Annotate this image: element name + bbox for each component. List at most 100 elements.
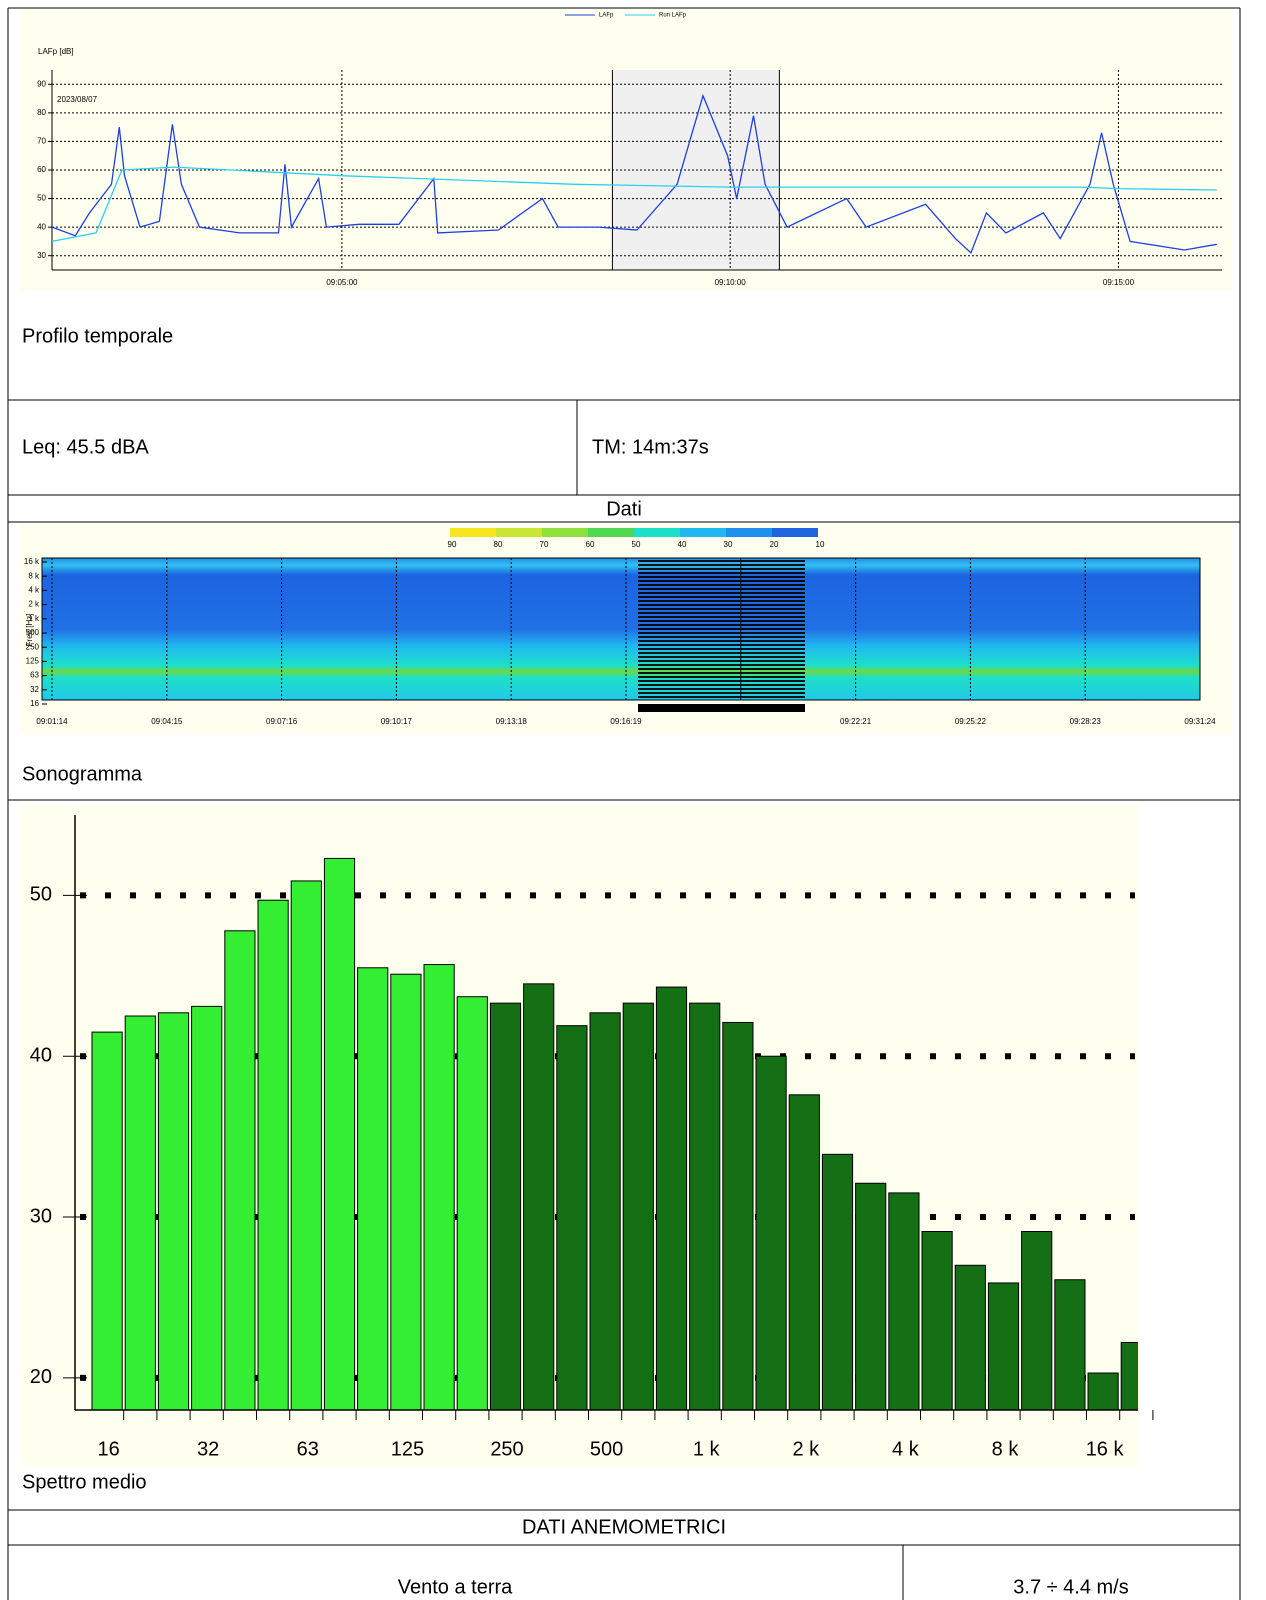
x-tick-label: 09:28:23 (1070, 717, 1102, 726)
y-tick-label: 50 (37, 194, 46, 203)
bar (158, 1013, 188, 1410)
caption: Spettro medio (22, 1471, 147, 1493)
colorbar-label: 80 (494, 540, 503, 549)
bar (524, 984, 554, 1410)
y-tick-label: 4 k (28, 586, 40, 595)
colorbar-label: 50 (632, 540, 641, 549)
x-tick-label: 09:05:00 (326, 278, 358, 287)
bar (1088, 1373, 1118, 1410)
y-tick-label: 2 k (28, 600, 40, 609)
y-tick-label: 90 (37, 79, 46, 88)
bar (291, 881, 321, 1410)
colorbar-swatch (726, 528, 772, 537)
bar (358, 968, 388, 1410)
x-tick-label: 250 (490, 1438, 523, 1460)
colorbar-swatch (588, 528, 634, 537)
y-tick-label: 50 (30, 884, 52, 906)
y-tick-label: 20 (30, 1366, 52, 1388)
bar (789, 1095, 819, 1410)
bar (225, 931, 255, 1410)
y-tick-label: 80 (37, 108, 46, 117)
y-tick-label: 32 (30, 685, 39, 694)
legend-label: Run LAFp (659, 13, 687, 19)
colorbar-label: 20 (770, 540, 779, 549)
y-tick-label: 40 (30, 1044, 52, 1066)
colorbar-label: 90 (448, 540, 457, 549)
x-tick-label: 09:16:19 (610, 717, 642, 726)
bar (457, 997, 487, 1410)
bar (623, 1003, 653, 1410)
y-tick-label: 30 (37, 251, 46, 260)
bar (988, 1283, 1018, 1410)
x-tick-label: 32 (197, 1438, 219, 1460)
bar (922, 1232, 952, 1411)
leq: Leq: 45.5 dBA (22, 436, 149, 458)
bar (258, 900, 288, 1410)
colorbar-label: 10 (816, 540, 825, 549)
x-tick-label: 4 k (892, 1438, 920, 1460)
x-tick-label: 09:04:15 (151, 717, 183, 726)
bar (656, 987, 686, 1410)
bar (1022, 1232, 1052, 1411)
bar (490, 1003, 520, 1410)
colorbar-label: 40 (678, 540, 687, 549)
y-tick-label: 63 (30, 671, 39, 680)
sonogram-selection-bar (638, 704, 805, 712)
y-tick-label: 125 (26, 657, 40, 666)
bar (856, 1183, 886, 1410)
x-tick-label: 8 k (992, 1438, 1020, 1460)
colorbar-swatch (450, 528, 496, 537)
y-tick-label: 30 (30, 1205, 52, 1227)
bar (955, 1265, 985, 1410)
y-tick-label: 40 (37, 222, 46, 231)
x-tick-label: 63 (297, 1438, 319, 1460)
x-tick-label: 500 (590, 1438, 623, 1460)
x-tick-label: 09:10:00 (715, 278, 747, 287)
colorbar-swatch (680, 528, 726, 537)
bar (192, 1006, 222, 1410)
bar (324, 858, 354, 1410)
x-tick-label: 09:01:14 (36, 717, 68, 726)
bar (424, 965, 454, 1410)
y-tick-label: 8 k (28, 571, 40, 580)
bar (1121, 1342, 1151, 1410)
colorbar-label: 30 (724, 540, 733, 549)
tm: TM: 14m:37s (592, 436, 709, 458)
document: 30 40 50 60 70 80 90 09:05:00 09:10:00 09:15:00 LA… (0, 0, 1266, 1600)
x-tick-label: 09:10:17 (381, 717, 413, 726)
sonogram-selection (638, 558, 805, 700)
bar (391, 974, 421, 1410)
bar (822, 1154, 852, 1410)
x-tick-label: 09:15:00 (1103, 278, 1135, 287)
bar (690, 1003, 720, 1410)
colorbar-label: 60 (586, 540, 595, 549)
x-tick-label: 1 k (693, 1438, 721, 1460)
colorbar-swatch (634, 528, 680, 537)
bar (125, 1016, 155, 1410)
colorbar-swatch (496, 528, 542, 537)
y-tick-label: 60 (37, 165, 46, 174)
y-axis-label: Freq [Hz] (25, 614, 34, 647)
colorbar-swatch (772, 528, 818, 537)
x-tick-label: 09:13:18 (496, 717, 528, 726)
date-label: 2023/08/07 (57, 95, 98, 104)
wind-label: Vento a terra (398, 1576, 513, 1598)
bar (590, 1013, 620, 1410)
x-tick-label: 16 k (1086, 1438, 1125, 1460)
y-axis-label: LAFp [dB] (38, 47, 74, 56)
bar (723, 1022, 753, 1410)
page: {"chart_data": [ {"type": "line", "ylabe… (0, 0, 1266, 1600)
colorbar-swatch (542, 528, 588, 537)
section-title: DATI ANEMOMETRICI (522, 1516, 726, 1538)
x-tick-label: 16 (97, 1438, 119, 1460)
caption: Profilo temporale (22, 325, 173, 347)
x-tick-label: 2 k (792, 1438, 820, 1460)
y-tick-label: 70 (37, 137, 46, 146)
colorbar-label: 70 (540, 540, 549, 549)
sonogram-image (42, 558, 1200, 700)
y-tick-label: 16 k (24, 557, 40, 566)
y-tick-label: 16 (30, 699, 39, 708)
x-tick-label: 09:31:24 (1184, 717, 1216, 726)
bar (889, 1193, 919, 1410)
bar (557, 1026, 587, 1410)
